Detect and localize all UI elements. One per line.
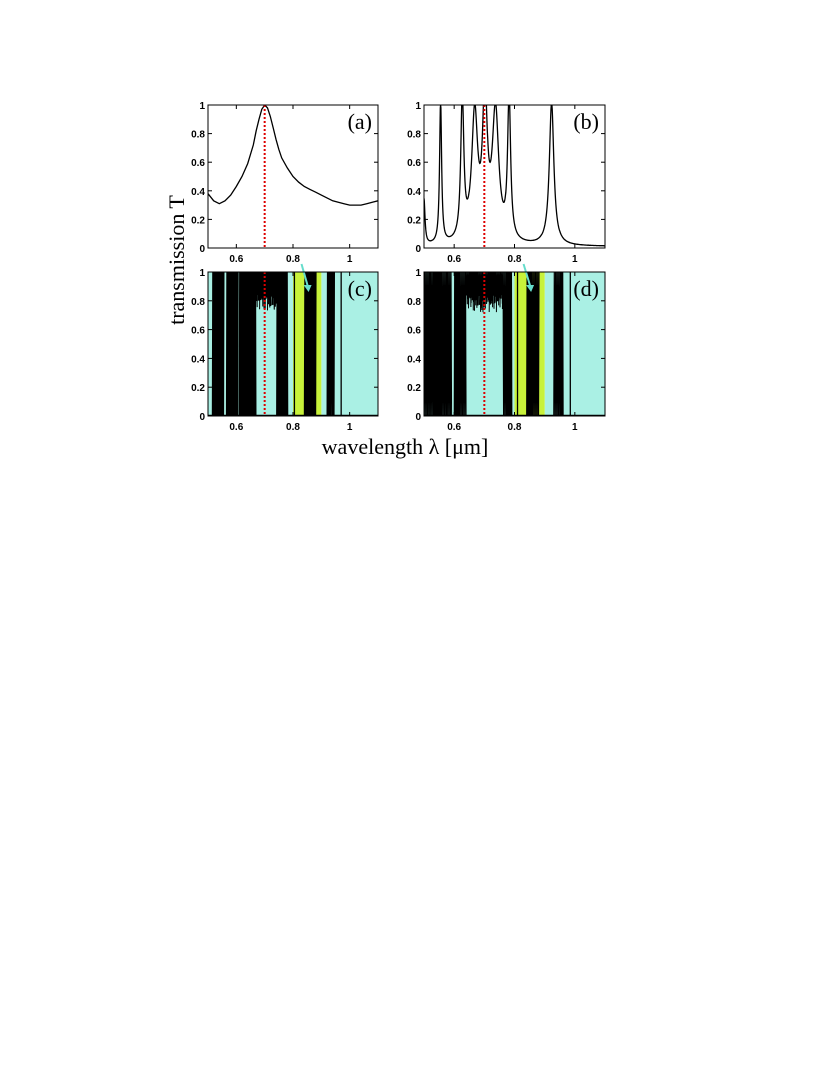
y-tick-label: 0.4: [191, 187, 205, 198]
y-tick-label: 0.8: [191, 130, 205, 141]
y-tick-label: 0.8: [407, 297, 421, 308]
panel-label: (a): [348, 109, 372, 134]
y-tick-label: 0.6: [191, 326, 205, 337]
y-tick-label: 1: [415, 268, 421, 279]
y-tick-label: 0.2: [407, 383, 421, 394]
x-tick-label: 1: [347, 422, 353, 433]
y-tick-label: 0.6: [407, 326, 421, 337]
panel-d: 0.6 0.8 1 0 0.2 0.4 0.6 0.8 1 (d): [407, 263, 606, 433]
plot-area: [424, 105, 605, 248]
panel-a: 0.6 0.8 1 0 0.2 0.4 0.6 0.8 1 (a): [191, 101, 379, 265]
arrow-head: [526, 285, 535, 292]
y-tick-label: 0.2: [191, 215, 205, 226]
x-tick-label: 0.8: [286, 254, 300, 265]
series-dense-oscillation: [211, 272, 335, 416]
plot-area: [208, 105, 378, 248]
arrow-line: [522, 263, 533, 290]
x-tick-label: 0.6: [229, 254, 243, 265]
y-tick-label: 0.8: [191, 297, 205, 308]
y-tick-label: 0: [199, 412, 205, 423]
panel-label: (b): [573, 109, 599, 134]
y-tick-label: 0.6: [191, 158, 205, 169]
x-tick-label: 0.8: [508, 254, 522, 265]
panel-label: (d): [573, 276, 599, 301]
x-tick-label: 1: [347, 254, 353, 265]
series-line: [424, 105, 605, 247]
y-tick-label: 1: [199, 101, 205, 112]
x-tick-label: 0.6: [229, 422, 243, 433]
panel-label: (c): [348, 276, 372, 301]
panel-c: 0.6 0.8 1 0 0.2 0.4 0.6 0.8 1 (c): [191, 263, 379, 433]
y-tick-label: 1: [199, 268, 205, 279]
panel-b: 0.6 0.8 1 0 0.2 0.4 0.6 0.8 1 (b): [407, 101, 606, 265]
y-tick-label: 0: [199, 244, 205, 255]
y-tick-label: 0: [415, 412, 421, 423]
x-tick-label: 1: [572, 254, 578, 265]
x-tick-label: 1: [572, 422, 578, 433]
x-tick-label: 0.6: [447, 254, 461, 265]
y-tick-label: 0: [415, 244, 421, 255]
x-axis-title: wavelength λ [μm]: [322, 434, 489, 459]
y-tick-label: 0.2: [191, 383, 205, 394]
plot-area: [208, 272, 378, 416]
plot-area: [424, 272, 605, 416]
y-tick-label: 0.6: [407, 158, 421, 169]
y-tick-label: 0.4: [407, 187, 421, 198]
y-tick-label: 0.4: [407, 354, 421, 365]
y-axis-title: transmission T: [164, 195, 189, 325]
series-line: [208, 105, 378, 206]
x-tick-label: 0.6: [447, 422, 461, 433]
y-tick-label: 0.8: [407, 130, 421, 141]
arrow-line: [300, 263, 310, 290]
arrow-head: [303, 285, 312, 292]
x-tick-label: 0.8: [508, 422, 522, 433]
x-tick-label: 0.8: [286, 422, 300, 433]
y-tick-label: 0.4: [191, 354, 205, 365]
y-tick-label: 1: [415, 101, 421, 112]
y-tick-label: 0.2: [407, 215, 421, 226]
